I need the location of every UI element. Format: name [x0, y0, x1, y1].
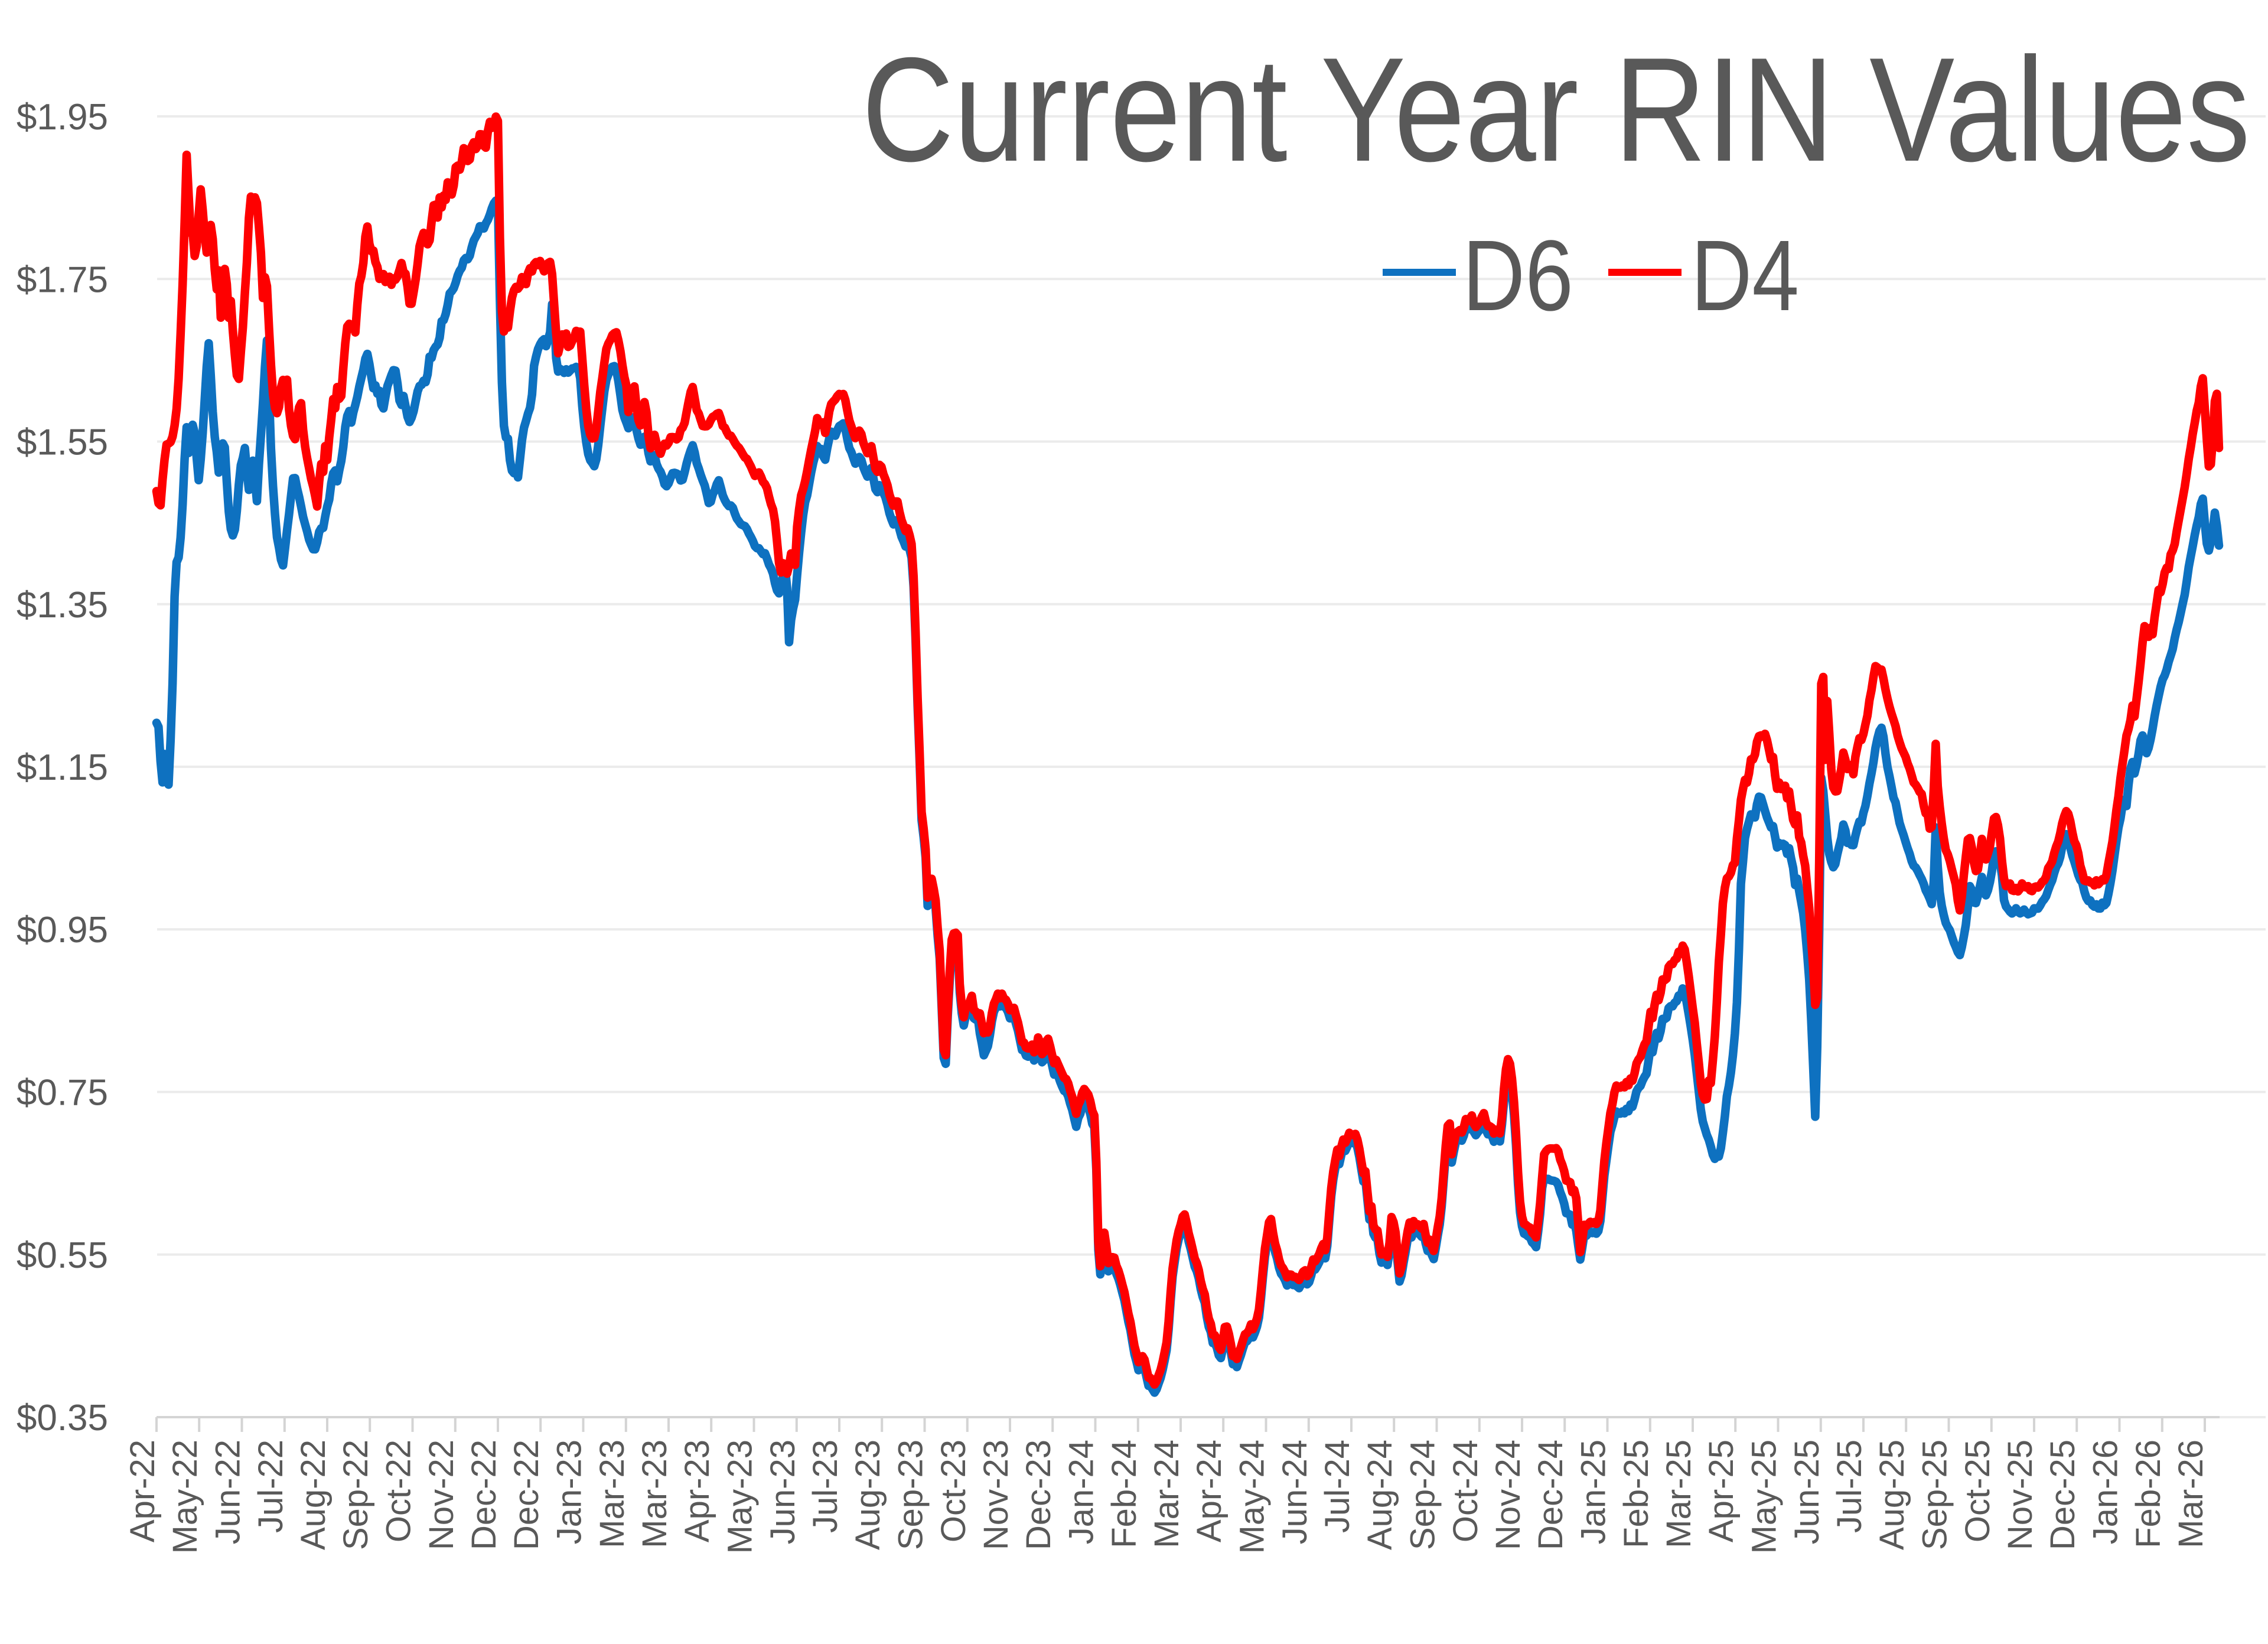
svg-text:Dec-22: Dec-22: [465, 1440, 503, 1550]
svg-text:$0.55: $0.55: [17, 1235, 108, 1276]
svg-text:Feb-25: Feb-25: [1617, 1440, 1656, 1548]
svg-text:Nov-23: Nov-23: [977, 1440, 1015, 1550]
svg-text:Dec-25: Dec-25: [2044, 1440, 2082, 1550]
svg-text:Oct-22: Oct-22: [380, 1440, 418, 1542]
svg-text:D4: D4: [1691, 220, 1799, 332]
svg-text:Jun-23: Jun-23: [764, 1440, 802, 1544]
svg-text:Nov-22: Nov-22: [422, 1440, 461, 1550]
svg-text:Jul-25: Jul-25: [1830, 1440, 1869, 1533]
svg-text:Oct-25: Oct-25: [1959, 1440, 1997, 1542]
svg-text:May-22: May-22: [166, 1440, 204, 1554]
svg-text:Jun-24: Jun-24: [1276, 1440, 1314, 1544]
svg-text:Current Year RIN Values: Current Year RIN Values: [862, 27, 2250, 193]
svg-text:Jan-24: Jan-24: [1063, 1440, 1101, 1544]
svg-text:Nov-25: Nov-25: [2001, 1440, 2039, 1550]
svg-text:Aug-22: Aug-22: [294, 1440, 333, 1550]
svg-text:Sep-25: Sep-25: [1916, 1440, 1954, 1550]
svg-text:Nov-24: Nov-24: [1489, 1440, 1527, 1550]
svg-text:Oct-24: Oct-24: [1446, 1440, 1485, 1542]
svg-text:Jul-23: Jul-23: [806, 1440, 845, 1533]
svg-text:Sep-22: Sep-22: [337, 1440, 375, 1550]
svg-text:May-24: May-24: [1233, 1440, 1272, 1554]
svg-text:Feb-24: Feb-24: [1105, 1440, 1143, 1548]
svg-text:$1.75: $1.75: [17, 259, 108, 300]
svg-text:Feb-26: Feb-26: [2129, 1440, 2168, 1548]
svg-text:May-25: May-25: [1745, 1440, 1784, 1554]
svg-text:Sep-23: Sep-23: [892, 1440, 930, 1550]
svg-text:Jul-22: Jul-22: [252, 1440, 290, 1533]
svg-text:Dec-24: Dec-24: [1531, 1440, 1570, 1550]
svg-text:Mar-26: Mar-26: [2172, 1440, 2210, 1548]
svg-text:Jan-25: Jan-25: [1575, 1440, 1613, 1544]
svg-text:Mar-23: Mar-23: [636, 1440, 674, 1548]
svg-text:Sep-24: Sep-24: [1404, 1440, 1442, 1550]
svg-text:$0.35: $0.35: [17, 1398, 108, 1438]
svg-text:Jun-22: Jun-22: [209, 1440, 247, 1544]
svg-text:Jun-25: Jun-25: [1788, 1440, 1826, 1544]
svg-text:$1.35: $1.35: [17, 585, 108, 626]
svg-text:$0.75: $0.75: [17, 1073, 108, 1114]
svg-text:Mar-25: Mar-25: [1660, 1440, 1698, 1548]
svg-text:Jan-23: Jan-23: [550, 1440, 589, 1544]
svg-text:Aug-24: Aug-24: [1361, 1440, 1399, 1550]
svg-text:Oct-23: Oct-23: [934, 1440, 973, 1542]
svg-text:Apr-23: Apr-23: [678, 1440, 716, 1542]
svg-text:Jul-24: Jul-24: [1318, 1440, 1357, 1533]
svg-text:Apr-25: Apr-25: [1702, 1440, 1741, 1542]
svg-text:Dec-22: Dec-22: [507, 1440, 546, 1550]
svg-text:Dec-23: Dec-23: [1019, 1440, 1058, 1550]
svg-text:Jan-26: Jan-26: [2087, 1440, 2125, 1544]
svg-text:May-23: May-23: [721, 1440, 760, 1554]
svg-text:Apr-24: Apr-24: [1190, 1440, 1228, 1542]
svg-text:$1.95: $1.95: [17, 97, 108, 138]
svg-text:$1.55: $1.55: [17, 422, 108, 463]
svg-text:Aug-23: Aug-23: [849, 1440, 887, 1550]
svg-text:$0.95: $0.95: [17, 910, 108, 950]
svg-text:Apr-22: Apr-22: [123, 1440, 162, 1542]
svg-text:Aug-25: Aug-25: [1873, 1440, 1911, 1550]
svg-text:Mar-23: Mar-23: [593, 1440, 631, 1548]
svg-text:Mar-24: Mar-24: [1148, 1440, 1186, 1548]
svg-text:D6: D6: [1462, 220, 1573, 332]
svg-text:$1.15: $1.15: [17, 747, 108, 788]
